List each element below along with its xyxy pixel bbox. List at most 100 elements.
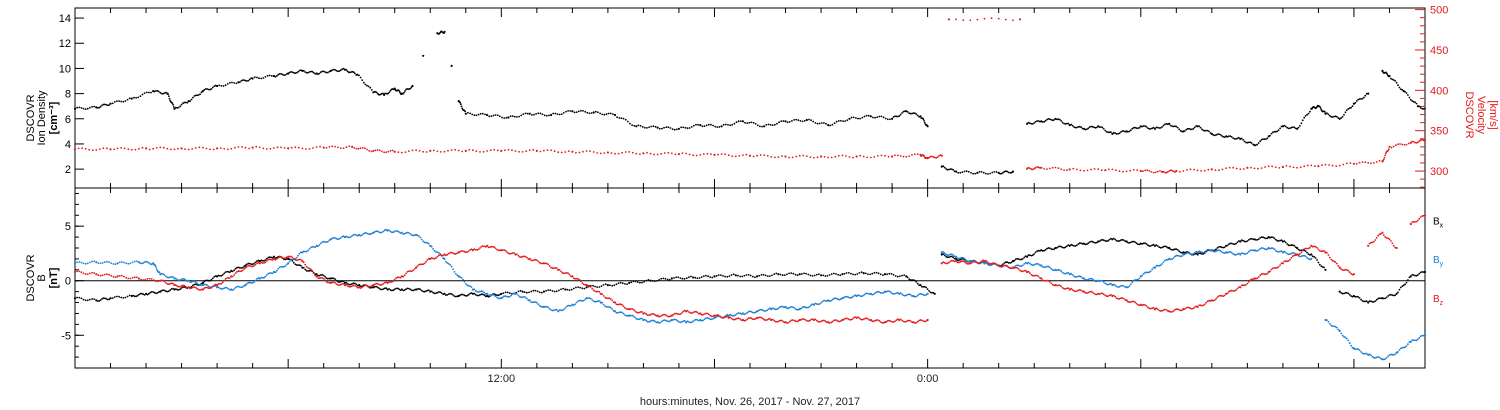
b-bx-point — [1324, 268, 1327, 271]
b-bz-point — [548, 265, 551, 267]
velocity-point — [845, 155, 847, 157]
ion-density-point — [1388, 74, 1391, 78]
ion-density-point — [720, 125, 723, 128]
ion-density-point — [339, 69, 342, 72]
b-bz-point — [504, 249, 507, 252]
velocity-point — [784, 155, 787, 158]
ion-density-point — [950, 168, 953, 171]
ion-density-point — [1293, 126, 1296, 129]
ion-density-point — [153, 90, 156, 93]
b-by-point — [493, 294, 496, 296]
b-bx-point — [1098, 240, 1101, 243]
b-by-point — [366, 232, 369, 235]
b-bx-point — [1358, 297, 1361, 299]
b-by-point — [1328, 323, 1331, 325]
b-bx-point — [165, 290, 167, 293]
velocity-point — [1289, 165, 1291, 168]
ion-density-point — [865, 114, 868, 117]
b-bz-point — [895, 319, 898, 321]
velocity-point — [660, 152, 663, 155]
b-by-point — [773, 307, 776, 310]
b-bz-point — [622, 305, 625, 308]
ion-density-point — [459, 101, 461, 104]
ion-density-point — [375, 91, 378, 94]
b-bx-point — [837, 273, 839, 276]
b-bx-point — [877, 272, 880, 275]
ion-density-point — [848, 117, 851, 120]
velocity-point — [134, 148, 137, 151]
b-bz-point — [179, 285, 182, 288]
b-by-point — [1186, 251, 1189, 254]
b-bx-point — [653, 280, 656, 283]
b-bz-point — [780, 319, 783, 322]
b-bz-point — [733, 318, 736, 321]
b-by-point — [1100, 279, 1102, 282]
b-by-point — [280, 265, 282, 268]
b-bx-point — [256, 260, 258, 262]
b-bx-point — [1246, 240, 1249, 242]
b-bz-point — [223, 279, 226, 282]
ion-density-point — [1215, 134, 1217, 136]
velocity-point — [827, 156, 830, 159]
b-by-point — [1330, 324, 1333, 327]
ion-density-point — [915, 113, 918, 115]
b-by-point — [137, 261, 140, 264]
b-by-point — [808, 305, 811, 308]
b-bz-point — [1341, 269, 1344, 271]
b-bx-point — [724, 275, 726, 278]
legend-subscript: x — [1440, 223, 1444, 230]
b-bx-point — [532, 289, 535, 292]
ion-density-point — [460, 105, 463, 108]
b-bx-point — [275, 256, 278, 259]
b-by-point — [1411, 339, 1414, 341]
b-bx-point — [685, 277, 688, 280]
b-by-point — [778, 306, 781, 308]
b-bz-point — [110, 274, 113, 277]
b-bx-point — [826, 275, 829, 277]
b-bx-point — [1002, 263, 1004, 266]
velocity-point — [589, 150, 591, 153]
ion-density-point — [869, 115, 872, 118]
b-by-point — [454, 273, 457, 275]
b-by-point — [1215, 250, 1217, 253]
ion-density-point — [891, 117, 894, 120]
b-bx-point — [1161, 246, 1163, 249]
b-bz-point — [661, 314, 663, 317]
b-by-point — [915, 295, 918, 298]
b-bz-point — [743, 319, 746, 322]
b-bx-point — [233, 269, 236, 272]
b-bz-point — [992, 262, 994, 265]
b-by-point — [275, 269, 278, 272]
b-by-point — [447, 262, 450, 265]
ion-density-point — [739, 120, 742, 122]
ion-density-point — [663, 126, 665, 129]
velocity-point — [301, 147, 304, 150]
b-bz-point — [608, 297, 611, 300]
velocity-point — [869, 156, 872, 159]
b-by-point — [143, 261, 146, 263]
b-bz-point — [999, 265, 1001, 268]
ion-density-point — [560, 113, 563, 115]
ion-density-point — [1246, 141, 1249, 144]
b-bx-point — [1179, 251, 1182, 254]
b-by-point — [1218, 249, 1220, 252]
b-bx-point — [801, 273, 803, 275]
ion-density-point — [193, 95, 196, 97]
b-by-point — [217, 286, 220, 289]
ion-density-point — [1056, 118, 1058, 121]
ion-density-point — [1394, 80, 1397, 82]
b-bz-point — [1323, 250, 1325, 252]
b-bz-point — [1149, 307, 1152, 310]
b-bx-point — [430, 290, 433, 293]
b-bz-point — [551, 267, 554, 270]
b-bz-point — [1340, 268, 1343, 270]
b-by-point — [960, 256, 963, 259]
b-by-point — [403, 232, 406, 235]
ion-density-point — [1074, 126, 1077, 129]
b-bz-point — [196, 287, 199, 290]
b-by-point — [747, 310, 750, 313]
b-bx-point — [322, 274, 325, 277]
velocity-point — [1364, 161, 1367, 164]
ion-density-point — [341, 68, 344, 71]
ion-density-point — [1183, 130, 1186, 132]
